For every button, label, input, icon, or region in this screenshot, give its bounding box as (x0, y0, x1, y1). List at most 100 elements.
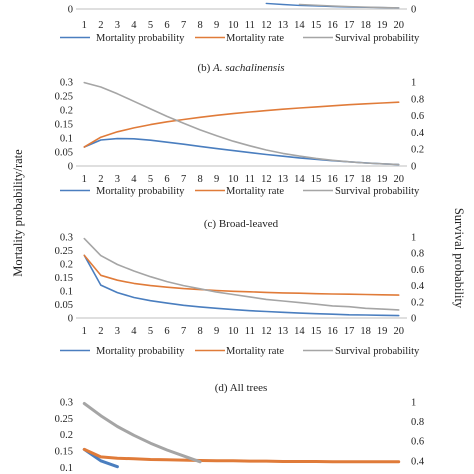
left-tick-label: 0.05 (55, 148, 73, 159)
x-tick-label: 14 (294, 174, 305, 185)
panel-title-species: A. sachalinensis (212, 62, 285, 74)
legend-label-mortality-rate: Mortality rate (226, 186, 284, 197)
x-tick-label: 15 (311, 20, 322, 31)
x-tick-label: 16 (327, 174, 338, 185)
series-line-survival-probability (82, 402, 202, 464)
series-line-mortality-probability (83, 137, 400, 166)
left-tick-label: 0.25 (55, 414, 73, 425)
x-tick-label: 6 (164, 20, 169, 31)
chart-panel-3: 0.1 0.15 0.2 0.25 0.3 0.4 0.6 0.8 1 (d) All trees (55, 382, 425, 474)
series-line-survival-probability (83, 81, 400, 166)
x-tick-label: 13 (278, 326, 289, 337)
x-tick-label: 11 (245, 326, 255, 337)
x-tick-label: 4 (131, 174, 137, 185)
left-tick-label: 0.2 (60, 430, 73, 441)
series-line-survival-probability (83, 237, 400, 311)
x-tick-label: 6 (164, 174, 169, 185)
x-tick-label: 17 (344, 326, 355, 337)
panel-title-prefix: (b) (197, 62, 213, 74)
x-tick-label: 19 (377, 326, 388, 337)
x-tick-label: 16 (327, 20, 338, 31)
legend-label-survival-probability: Survival probability (335, 346, 420, 357)
left-tick-label: 0.25 (55, 246, 73, 257)
legend-label-mortality-rate: Mortality rate (226, 346, 284, 357)
left-tick-label: 0.3 (60, 78, 73, 89)
x-tick-label: 8 (198, 326, 203, 337)
right-tick-label: 0.4 (411, 456, 425, 467)
series-line-mortality-rate (83, 254, 400, 296)
x-tick-label: 1 (82, 326, 87, 337)
x-tick-label: 3 (115, 174, 120, 185)
x-tick-label: 11 (245, 174, 255, 185)
x-tick-label: 1 (82, 20, 87, 31)
right-tick-label: 0.6 (411, 265, 424, 276)
right-tick-label: 0.8 (411, 94, 424, 105)
x-tick-label: 2 (98, 326, 103, 337)
right-tick-label: 0.4 (411, 281, 425, 292)
x-tick-label: 8 (198, 174, 203, 185)
x-tick-label: 7 (181, 326, 186, 337)
left-tick-label: 0.15 (55, 120, 73, 131)
legend: Mortality probability Mortality rate Survi… (60, 186, 420, 197)
x-tick-label: 2 (98, 174, 103, 185)
x-tick-label: 19 (377, 174, 388, 185)
series-group (83, 237, 400, 317)
x-tick-label: 3 (115, 20, 120, 31)
legend-label-mortality-probability: Mortality probability (96, 346, 185, 357)
right-tick-label: 0.8 (411, 249, 424, 260)
legend-label-survival-probability: Survival probability (335, 186, 420, 197)
series-group (82, 402, 401, 469)
panel-title: (d) All trees (215, 382, 268, 394)
left-tick-label: 0.15 (55, 447, 73, 458)
right-tick-label: 0.2 (411, 297, 424, 308)
left-tick-label: 0.2 (60, 106, 73, 117)
x-tick-label: 9 (214, 174, 219, 185)
x-tick-label: 9 (214, 326, 219, 337)
x-tick-label: 14 (294, 326, 305, 337)
panel-title: (c) Broad-leaved (204, 218, 279, 230)
x-tick-label: 5 (148, 20, 153, 31)
x-tick-label: 5 (148, 326, 153, 337)
right-tick-label: 0.6 (411, 111, 424, 122)
panel-title: (b) A. sachalinensis (197, 62, 284, 74)
x-tick-label: 13 (278, 174, 289, 185)
x-tick-label: 8 (198, 20, 203, 31)
chart-panel-1: 00.050.10.150.20.250.300.20.40.60.811 2 3 4… (55, 62, 425, 197)
left-tick-label: 0 (68, 314, 73, 325)
x-tick-label: 5 (148, 174, 153, 185)
series-line-survival-probability (298, 3, 400, 9)
x-tick-label: 10 (228, 326, 239, 337)
legend-label-mortality-rate: Mortality rate (226, 33, 284, 44)
x-tick-label: 3 (115, 326, 120, 337)
right-axis-label: Survival probability (452, 208, 466, 309)
right-tick-label: 1 (411, 398, 416, 409)
x-tick-label: 4 (131, 326, 137, 337)
x-tick-label: 9 (214, 20, 219, 31)
left-tick-label: 0.3 (60, 233, 73, 244)
left-tick-label: 0 (68, 5, 73, 16)
x-tick-label: 12 (261, 20, 272, 31)
x-tick-label: 20 (393, 174, 404, 185)
x-tick-label: 11 (245, 20, 255, 31)
left-tick-label: 0.2 (60, 260, 73, 271)
x-tick-label: 4 (131, 20, 137, 31)
series-line-mortality-probability (83, 254, 400, 317)
series-group (83, 81, 400, 166)
x-tick-label: 17 (344, 174, 355, 185)
x-tick-label: 15 (311, 174, 322, 185)
left-tick-label: 0.25 (55, 92, 73, 103)
legend-label-mortality-probability: Mortality probability (96, 186, 185, 197)
x-tick-label: 6 (164, 326, 169, 337)
legend-label-survival-probability: Survival probability (335, 33, 420, 44)
x-tick-label: 7 (181, 20, 186, 31)
x-tick-label: 10 (228, 20, 239, 31)
x-tick-label: 12 (261, 326, 272, 337)
chart-panel-0: 0 01 2 3 4 5 6 7 8 9 10 11 12 13 14 15 16 17 18 19 20Mortali… (60, 2, 420, 44)
right-tick-label: 0.4 (411, 128, 425, 139)
left-tick-label: 0.1 (60, 134, 73, 145)
right-tick-label: 0 (411, 314, 416, 325)
x-tick-label: 7 (181, 174, 186, 185)
legend-label-mortality-probability: Mortality probability (96, 33, 185, 44)
right-tick-label: 1 (411, 78, 416, 89)
